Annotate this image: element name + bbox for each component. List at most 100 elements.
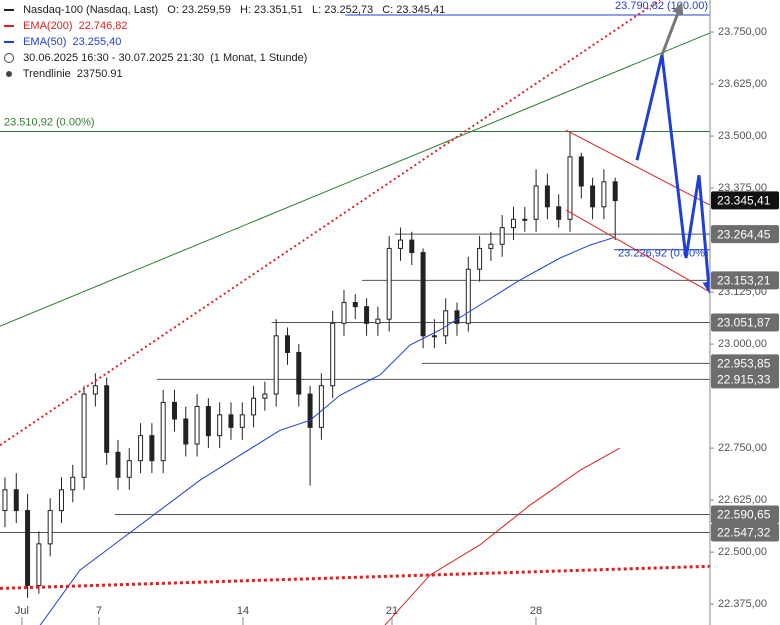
candle-body [2,489,8,512]
candle-body [488,243,494,249]
ohlc: C: 23.345,41 [382,4,446,16]
ema50: EMA(50) [23,36,67,48]
ema200: EMA(200) [23,20,73,32]
candle-body [352,302,358,308]
level-box-label: 23.264,45 [717,227,771,241]
series-line [384,447,620,625]
ohlc: O: 23.259,59 [167,4,231,16]
series-line [0,32,711,327]
candle-body [590,185,596,208]
candle-body [601,181,607,208]
y-tick-label: 23.500,00 [718,130,767,142]
candle-body [307,393,313,428]
candle-body [409,239,415,254]
candle-body [194,406,200,445]
level-box-label: 22.590,65 [717,508,771,522]
candle-body [126,460,132,478]
candle-body [375,318,381,324]
candle-body [138,435,144,462]
fib-label: 23.790,82 (100.00) [615,0,708,12]
candle-body [13,489,19,512]
candle-body [104,385,110,453]
candle-body [567,156,573,220]
series-line [660,2,684,56]
level-box [711,354,779,373]
level-box [711,225,779,244]
candle-body [296,351,302,395]
y-tick-label: 22.500,00 [718,546,767,558]
candle-body [420,252,426,337]
trendline: Trendlinie [22,68,71,80]
series-line [565,209,711,293]
legend-row: 30.06.2025 16:30 - 30.07.2025 21:30 (1 Mo… [4,52,313,64]
series-line [0,564,711,590]
candle-body [228,414,234,428]
candle-body [578,156,584,187]
x-tick-label: 28 [530,605,542,617]
level-box-label: 23.153,21 [717,274,771,288]
candle-body [318,385,324,428]
y-tick-label: 23.000,00 [718,338,767,350]
candle-body [36,543,42,586]
ema200-value: 22.746,82 [78,20,128,32]
y-tick-label: 22.750,00 [718,442,767,454]
candle-body [330,322,336,387]
y-tick-label: 23.375,00 [718,182,767,194]
candle-body [443,310,449,337]
candle-body [183,418,189,445]
level-box [711,313,779,332]
ohlc: H: 23.351,51 [239,4,303,16]
candle-body [25,510,31,586]
level-box [711,271,779,290]
candle-body [454,310,460,324]
candle-body [81,393,87,478]
candle-body [612,181,618,202]
candle-body [58,489,64,512]
last-price-box-label: 23.345,41 [717,194,771,208]
level-box [711,505,779,524]
candle-body [556,206,562,220]
candle-body [465,268,471,324]
level-box-label: 22.547,32 [717,526,771,540]
y-tick-label: 23.625,00 [718,78,767,90]
last-price-box [711,191,779,210]
candle-body [386,247,392,320]
legend-row: EMA(200) 22.746,82 [4,20,134,32]
x-tick-label: 7 [96,605,102,617]
candle-body [205,406,211,437]
candle-body [364,306,370,324]
candle-body [477,247,483,270]
candle-body [341,302,347,324]
series-line [0,0,661,447]
candle-body [544,185,550,208]
candle-body [115,451,121,478]
level-box [711,370,779,389]
instrument: Nasdaq-100 (Nasdaq, Last) [23,4,159,16]
level-box [711,523,779,542]
candle-body [273,335,279,395]
legend-row: EMA(50) 23.255,40 [4,36,127,48]
level-box-label: 22.915,33 [717,373,771,387]
ohlc: L: 23.252,73 [312,4,374,16]
fib-label: 23.510,92 (0.00%) [4,116,95,128]
period: 30.06.2025 16:30 - 30.07.2025 21:30 [23,52,205,64]
candle-body [284,335,290,353]
candle-body [171,401,177,420]
x-tick-label: 14 [237,605,249,617]
candle-body [262,393,268,399]
candle-body [499,227,505,245]
candle-body [70,476,76,491]
series-line [565,129,711,206]
y-tick-label: 23.750,00 [718,26,767,38]
level-box-label: 23.051,87 [717,316,771,330]
interval: (1 Monat, 1 Stunde) [210,52,308,64]
candle-body [251,397,257,416]
trendline-value: 23750.91 [76,68,123,80]
series-line [39,236,616,625]
level-box-label: 22.953,85 [717,356,771,370]
legend-row: Trendlinie 23750.91 [4,68,129,80]
candle-body [47,510,53,545]
candle-body [239,414,245,428]
y-tick-label: 22.375,00 [718,598,767,610]
